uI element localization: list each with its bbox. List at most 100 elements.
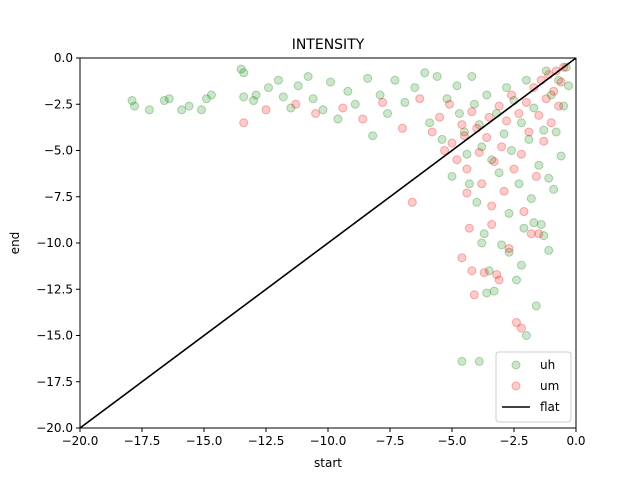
x-tick-label: −17.5 — [124, 434, 161, 448]
data-point-uh — [507, 146, 517, 155]
data-point-uh — [263, 83, 273, 93]
data-point-uh — [425, 118, 435, 128]
data-point-um — [457, 120, 467, 130]
data-point-uh — [197, 105, 207, 115]
x-tick-label: −2.5 — [499, 434, 528, 448]
x-axis: −20.0 −17.5 −15.0 −12.5 −10.0 −7.5 −5.0 −2.5 0.0 — [62, 428, 586, 448]
data-point-um — [459, 131, 469, 141]
y-tick-label: −7.5 — [44, 190, 73, 204]
x-tick-label: −10.0 — [310, 434, 347, 448]
y-axis: 0.0 −2.5 −5.0 −7.5 −10.0 −12.5 −15.0 −17.5 −20.0 — [36, 51, 80, 435]
data-point-uh — [184, 101, 194, 111]
data-point-uh — [343, 86, 353, 96]
legend-box — [495, 351, 572, 423]
y-axis-label: end — [8, 232, 22, 255]
data-point-um — [511, 318, 521, 328]
data-point-uh — [539, 231, 549, 241]
data-point-um — [239, 118, 249, 128]
data-point-um — [516, 323, 526, 333]
data-point-uh — [390, 75, 400, 85]
data-point-uh — [464, 179, 474, 189]
data-point-um — [457, 253, 467, 263]
data-point-uh — [526, 194, 536, 204]
data-point-uh — [474, 356, 484, 366]
x-axis-label: start — [314, 456, 342, 470]
data-point-uh — [325, 77, 335, 87]
data-point-uh — [130, 101, 140, 111]
data-point-um — [504, 244, 514, 254]
data-point-uh — [239, 92, 249, 102]
data-point-um — [440, 146, 450, 155]
data-point-um — [338, 103, 348, 113]
data-point-um — [507, 90, 517, 100]
data-point-um — [452, 155, 462, 165]
data-point-uh — [318, 105, 328, 115]
data-point-um — [427, 127, 437, 137]
y-tick-label: 0.0 — [54, 51, 73, 65]
data-point-uh — [497, 240, 507, 250]
data-point-uh — [410, 83, 420, 93]
data-point-uh — [549, 184, 559, 194]
legend: uh um flat — [495, 351, 572, 423]
data-point-um — [526, 229, 536, 239]
data-point-um — [291, 99, 301, 109]
data-point-um — [435, 112, 445, 122]
data-point-uh — [278, 92, 288, 102]
data-point-uh — [536, 220, 546, 229]
x-tick-label: −5.0 — [437, 434, 466, 448]
data-point-um — [502, 116, 512, 126]
x-tick-label: −15.0 — [186, 434, 223, 448]
data-point-um — [499, 186, 509, 196]
data-point-um — [514, 109, 524, 118]
data-point-um — [311, 109, 321, 118]
data-point-um — [467, 107, 477, 117]
data-point-uh — [514, 179, 524, 189]
data-point-um — [358, 114, 368, 124]
data-point-uh — [293, 81, 303, 91]
data-point-uh — [551, 127, 561, 137]
data-point-uh — [236, 64, 246, 74]
legend-marker-uh — [511, 360, 521, 370]
data-point-uh — [442, 94, 452, 104]
y-tick-label: −5.0 — [44, 144, 73, 158]
data-point-uh — [529, 103, 539, 113]
data-point-uh — [273, 75, 283, 85]
data-point-um — [556, 77, 566, 87]
data-point-uh — [564, 81, 574, 91]
data-point-um — [524, 127, 534, 137]
data-point-uh — [375, 90, 385, 100]
legend-marker-um — [511, 381, 521, 391]
x-tick-label: −20.0 — [62, 434, 99, 448]
data-point-uh — [457, 356, 467, 366]
data-point-um — [531, 171, 541, 181]
data-point-um — [462, 188, 472, 198]
data-point-uh — [303, 72, 313, 81]
y-tick-label: −17.5 — [36, 375, 73, 389]
data-point-um — [516, 149, 526, 159]
data-point-uh — [487, 155, 497, 165]
data-point-uh — [482, 288, 492, 298]
data-point-uh — [462, 149, 472, 159]
data-point-uh — [350, 99, 360, 109]
data-point-um — [509, 164, 519, 174]
data-point-uh — [544, 173, 554, 183]
data-point-um — [484, 112, 494, 122]
data-point-um — [554, 101, 564, 111]
data-point-um — [261, 105, 271, 115]
data-point-uh — [159, 96, 169, 106]
data-point-um — [479, 268, 489, 278]
x-tick-label: −7.5 — [375, 434, 404, 448]
data-point-um — [407, 197, 417, 207]
data-point-um — [415, 94, 425, 104]
data-point-uh — [363, 73, 373, 83]
data-point-uh — [521, 331, 531, 340]
data-point-uh — [286, 103, 296, 113]
data-point-uh — [467, 72, 477, 81]
data-point-uh — [499, 129, 509, 139]
data-point-uh — [524, 134, 534, 144]
data-point-uh — [459, 127, 469, 137]
data-point-uh — [541, 66, 551, 76]
data-point-um — [397, 123, 407, 133]
x-tick-label: 0.0 — [566, 434, 585, 448]
